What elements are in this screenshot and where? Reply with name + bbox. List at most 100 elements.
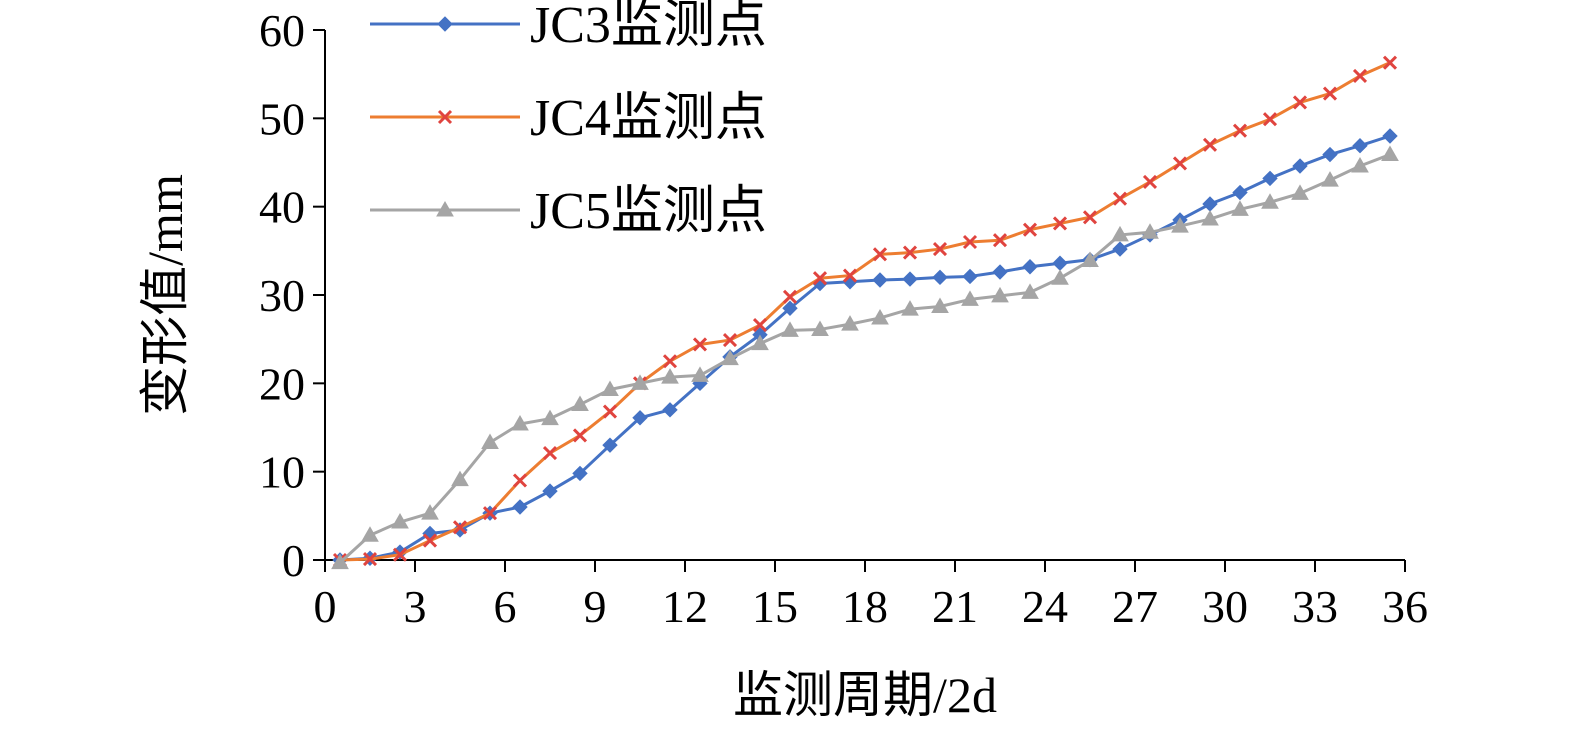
data-point [1232,184,1248,201]
y-tick-label: 40 [259,182,305,233]
data-point [782,300,798,316]
x-tick-label: 12 [662,581,708,632]
data-point [1382,55,1398,70]
series-layer [331,55,1399,570]
x-marker-stroke [752,317,768,333]
data-point [1262,170,1278,187]
data-point [542,483,558,499]
x-marker-stroke [662,354,678,369]
data-point [1081,251,1099,268]
data-point [991,286,1009,303]
y-tick-label: 20 [259,358,305,409]
x-marker-stroke [1352,68,1368,83]
data-point [692,337,708,352]
data-point [1112,191,1128,206]
data-point [811,320,829,336]
x-marker-stroke [392,547,408,562]
x-marker-stroke [512,473,528,488]
x-marker-stroke [842,268,858,283]
data-point [511,414,529,431]
x-marker-stroke [572,428,588,443]
data-point [391,513,409,529]
x-tick-label: 30 [1202,581,1248,632]
legend-entry: JC4监测点 [370,90,767,147]
y-tick-label: 50 [259,93,305,144]
data-point [481,433,499,450]
data-point [872,272,888,288]
data-point [842,268,858,283]
y-tick-label: 30 [259,270,305,321]
data-point [992,264,1008,280]
data-point [1082,210,1098,225]
series-line [339,134,1391,562]
y-tick-label: 60 [259,5,305,56]
data-point [1321,171,1339,187]
data-point [331,553,349,570]
legend: JC3监测点 JC4监测点 JC5监测点 [370,0,767,240]
x-marker-stroke [1142,174,1158,189]
data-point [422,533,438,548]
data-point [1322,86,1338,101]
data-point [631,374,649,390]
data-point [572,428,588,443]
data-point [1352,138,1368,154]
data-point [962,268,978,285]
data-point [1052,255,1068,271]
data-point [482,506,498,521]
axes [324,30,1405,561]
x-tick-label: 33 [1292,581,1338,632]
x-marker-stroke [1112,191,1128,206]
data-point [961,290,979,306]
data-point [812,271,828,286]
data-point [361,526,379,542]
data-point [691,366,709,382]
data-point [1232,123,1248,138]
data-point [1142,174,1158,189]
data-point [841,315,859,331]
x-marker-stroke [362,552,378,567]
x-axis-title: 监测周期/2d [733,667,997,723]
legend-entry: JC3监测点 [370,0,767,54]
data-point [752,317,768,333]
x-marker-stroke [437,109,453,125]
data-point [782,289,798,304]
data-point [1261,193,1279,209]
x-marker-stroke [1382,55,1398,70]
data-point [1111,225,1129,242]
x-tick-label: 3 [404,581,427,632]
data-point [1292,95,1308,110]
data-point [932,242,948,257]
legend-marker [437,109,453,125]
data-point [451,470,469,487]
series-1 [332,128,1398,568]
x-marker-stroke [452,520,468,535]
legend-label: JC5监测点 [530,183,767,240]
legend-label: JC4监测点 [530,90,767,147]
data-point [722,332,738,348]
x-marker-stroke [812,271,828,286]
data-point [1022,222,1038,237]
legend-label: JC3监测点 [530,0,767,54]
x-tick-label: 18 [842,581,888,632]
data-point [452,520,468,535]
y-tick-label: 10 [259,447,305,498]
x-marker-stroke [782,289,798,304]
x-tick-label: 0 [314,581,337,632]
x-marker-stroke [1172,156,1188,171]
x-marker-stroke [902,245,918,260]
x-marker-stroke [1292,95,1308,110]
data-point [632,410,648,426]
data-point [662,402,678,418]
data-point [1291,184,1309,200]
x-marker-stroke [722,332,738,348]
legend-entry: JC5监测点 [370,183,767,240]
data-point [572,465,588,482]
data-point [512,499,528,515]
x-marker-stroke [542,446,558,461]
data-point [571,395,589,412]
data-point [1202,137,1218,152]
data-point [902,271,918,287]
data-point [542,446,558,461]
